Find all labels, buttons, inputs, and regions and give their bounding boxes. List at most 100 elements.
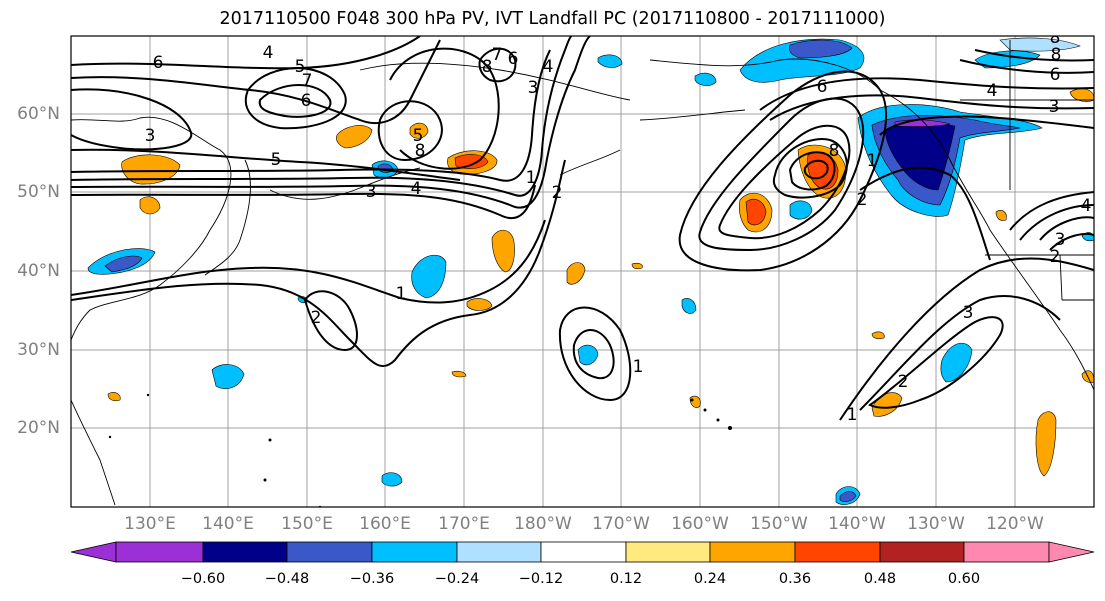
lon-label: 160°E <box>359 514 411 534</box>
colorbar-bin <box>794 541 881 563</box>
contour-label: 8 <box>1051 45 1062 65</box>
lon-label: 150°W <box>750 514 808 534</box>
contour-label: 4 <box>987 81 998 101</box>
map-title: 2017110500 F048 300 hPa PV, IVT Landfall… <box>219 9 886 29</box>
negative-pv-region <box>381 472 403 487</box>
contour-label: 6 <box>1050 65 1061 85</box>
contour-label: 7 <box>492 45 503 65</box>
contour-label: 4 <box>543 57 554 77</box>
positive-pv-region <box>466 298 493 311</box>
positive-pv-region <box>631 262 643 270</box>
colorbar-tick-label: 0.12 <box>609 571 643 587</box>
colorbar-tick-label: 0.48 <box>863 571 897 587</box>
lon-label: 150°E <box>281 514 333 534</box>
lat-label: 40°N <box>17 261 60 281</box>
positive-pv-region <box>409 122 429 139</box>
contour-label: 3 <box>145 126 156 146</box>
negative-pv-region <box>681 298 697 314</box>
lon-label: 160°W <box>671 514 729 534</box>
colorbar-bin <box>202 541 288 563</box>
colorbar-bin <box>625 541 711 563</box>
colorbar-tick-label: 0.36 <box>778 571 812 587</box>
lon-label: 140°W <box>828 514 886 534</box>
positive-pv-region <box>995 210 1007 221</box>
contour-label: 2 <box>1050 247 1061 267</box>
positive-pv-region <box>336 125 373 149</box>
contour-label: 8 <box>829 141 840 161</box>
contour-label: 7 <box>302 71 313 91</box>
contour-label: 3 <box>1049 97 1060 117</box>
map-frame <box>70 35 1095 508</box>
contour-label: 1 <box>633 357 644 377</box>
colorbar-bin <box>879 541 965 563</box>
colorbar-extend-high <box>1048 541 1095 563</box>
lon-label: 140°E <box>202 514 254 534</box>
positive-pv-region <box>451 370 467 378</box>
colorbar-tick-label: −0.36 <box>349 571 395 587</box>
lon-label: 170°W <box>592 514 650 534</box>
colorbar-bin <box>371 541 458 563</box>
contour-label: 1 <box>847 405 858 425</box>
colorbar-bin <box>540 541 627 563</box>
ivt-contours <box>71 36 1094 421</box>
negative-pv-region <box>789 200 813 220</box>
colorbar <box>70 541 1095 563</box>
contour-label: 2 <box>552 183 563 203</box>
colorbar-tick-label: −0.48 <box>264 571 310 587</box>
colorbar-tick-label: 0.24 <box>693 571 727 587</box>
contour-label: 2 <box>311 308 322 328</box>
colorbar-tick-label: −0.24 <box>434 571 480 587</box>
negative-pv-core <box>104 255 143 273</box>
contour-label: 6 <box>301 91 312 111</box>
colorbar-bin <box>456 541 542 563</box>
contour-label: 1 <box>396 284 407 304</box>
colorbar-bin <box>286 541 373 563</box>
lat-label: 30°N <box>17 340 60 360</box>
lon-label: 130°W <box>907 514 965 534</box>
contour-label: 4 <box>411 179 422 199</box>
contour-label: 8 <box>415 141 426 161</box>
colorbar-bin <box>709 541 796 563</box>
lon-label: 180°W <box>514 514 572 534</box>
positive-pv-region <box>566 262 586 285</box>
positive-pv-core <box>745 199 767 226</box>
contour-label: 6 <box>153 53 164 73</box>
contour-label: 1 <box>867 151 878 171</box>
colorbar-tick-label: −0.60 <box>180 571 226 587</box>
colorbar-extend-low <box>70 541 117 563</box>
contour-label: 3 <box>963 303 974 323</box>
contour-label: 2 <box>857 190 868 210</box>
contour-label: 6 <box>508 49 519 69</box>
islands <box>108 393 732 507</box>
lon-label: 170°E <box>438 514 490 534</box>
negative-pv-region <box>597 54 623 68</box>
contour-label: 5 <box>295 57 306 77</box>
negative-pv-core <box>839 491 857 502</box>
colorbar-bin <box>115 541 204 563</box>
positive-pv-region <box>689 395 701 408</box>
positive-pv-region <box>139 196 161 215</box>
lat-label: 50°N <box>17 182 60 202</box>
negative-pv-core <box>789 39 853 59</box>
lon-label: 120°W <box>986 514 1044 534</box>
contour-label: 4 <box>263 43 274 63</box>
colorbar-bin <box>963 541 1050 563</box>
contour-label: 3 <box>1055 230 1066 250</box>
lon-label: 130°E <box>124 514 176 534</box>
negative-pv-region <box>211 364 245 389</box>
coastlines <box>71 40 1094 506</box>
colorbar-tick-label: −0.12 <box>518 571 564 587</box>
negative-pv-region <box>694 72 717 86</box>
positive-pv-region <box>871 331 885 340</box>
negative-pv-region <box>411 254 447 299</box>
lat-label: 60°N <box>17 104 60 124</box>
positive-pv-region <box>871 392 903 417</box>
contour-label: 3 <box>366 182 377 202</box>
positive-pv-region <box>1035 411 1057 477</box>
lat-label: 20°N <box>17 418 60 438</box>
contour-label: 4 <box>1081 196 1092 216</box>
contour-label: 6 <box>817 77 828 97</box>
negative-pv-region <box>999 37 1081 52</box>
contour-label: 1 <box>526 168 537 188</box>
